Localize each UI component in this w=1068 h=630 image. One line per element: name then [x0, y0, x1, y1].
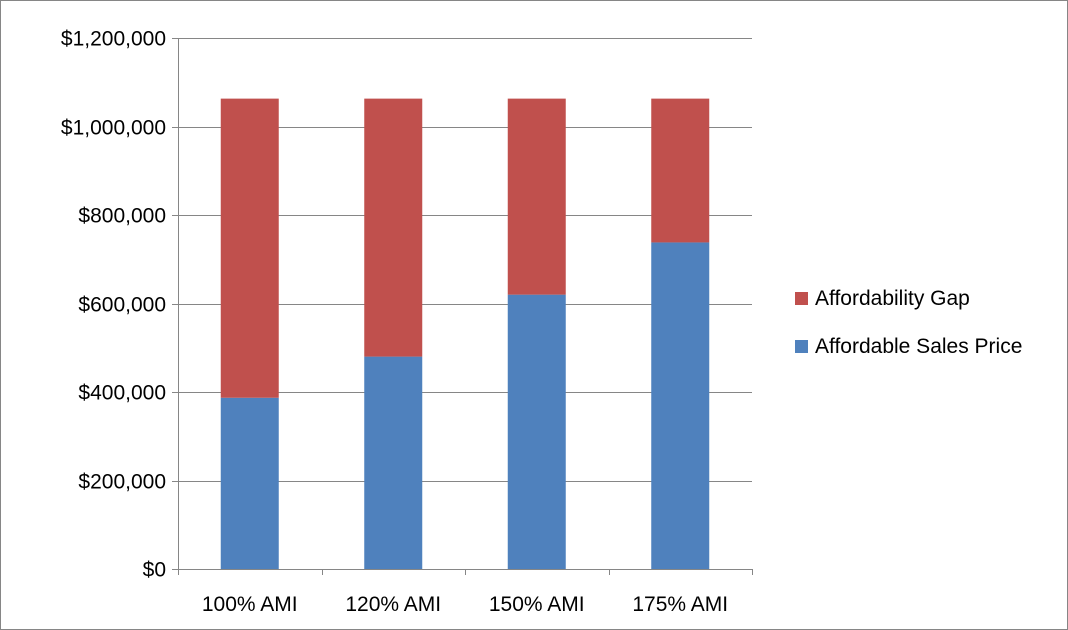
y-tick-label: $1,200,000: [61, 28, 166, 51]
bar-segment: [220, 98, 279, 398]
bars: [220, 98, 710, 569]
y-tick-label: $200,000: [78, 471, 166, 494]
y-tick-label: $400,000: [78, 382, 166, 405]
x-tick-label: 175% AMI: [632, 593, 728, 616]
bar-segment: [651, 242, 710, 569]
legend-label: Affordable Sales Price: [815, 335, 1022, 358]
bar-segment: [220, 397, 279, 569]
bar-segment: [651, 98, 710, 243]
y-tick-label: $600,000: [78, 294, 166, 317]
legend-swatch: [795, 292, 808, 305]
legend-swatch: [795, 340, 808, 353]
axes: [178, 38, 753, 575]
x-tick-label: 100% AMI: [202, 593, 298, 616]
y-tick-label: $800,000: [78, 205, 166, 228]
bar-segment: [364, 356, 423, 569]
x-tick-label: 120% AMI: [345, 593, 441, 616]
y-tick-label: $1,000,000: [61, 117, 166, 140]
x-axis-ticks: 100% AMI 120% AMI 150% AMI 175% AMI: [202, 593, 728, 616]
bar-segment: [507, 294, 566, 569]
bar-segment: [507, 98, 566, 295]
y-tick-label: $0: [143, 559, 166, 582]
bar-segment: [364, 98, 423, 357]
y-axis-ticks: $0 $200,000 $400,000 $600,000 $800,000 $1,000…: [61, 28, 178, 582]
x-tick-label: 150% AMI: [489, 593, 585, 616]
legend: Affordability Gap Affordable Sales Price: [795, 287, 1022, 358]
legend-label: Affordability Gap: [815, 287, 970, 310]
